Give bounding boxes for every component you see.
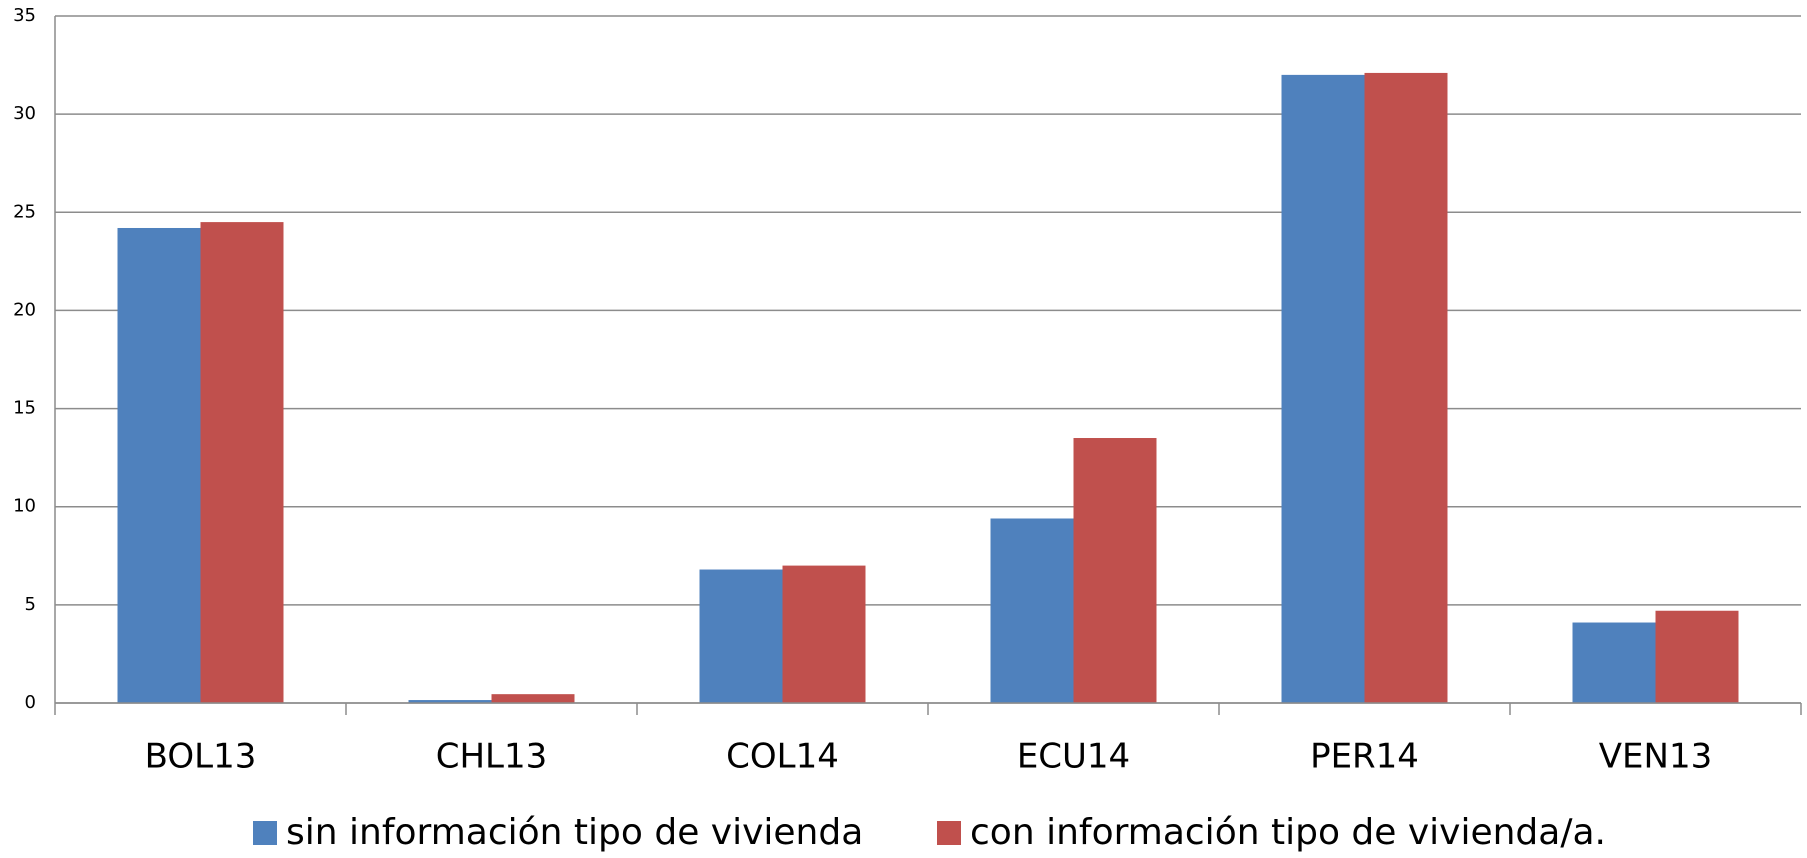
legend-label: con información tipo de vivienda/a.: [970, 812, 1606, 853]
bar: [200, 222, 284, 703]
x-tick-label: CHL13: [436, 737, 548, 777]
y-tick-label: 30: [13, 103, 36, 124]
bar: [1281, 74, 1365, 703]
legend-swatch: [937, 821, 961, 845]
bar: [491, 694, 575, 703]
bar: [1655, 610, 1739, 703]
bar: [1572, 622, 1656, 703]
bar: [408, 700, 492, 703]
x-tick-label: ECU14: [1017, 737, 1130, 777]
bar: [1073, 438, 1157, 703]
x-tick-label: COL14: [726, 737, 839, 777]
y-tick-label: 25: [13, 201, 36, 222]
x-tick-label: PER14: [1310, 737, 1419, 777]
y-tick-label: 5: [25, 594, 36, 615]
bar: [782, 565, 866, 703]
bar: [117, 227, 201, 703]
y-tick-label: 35: [13, 5, 36, 26]
legend-swatch: [253, 821, 277, 845]
x-tick-label: VEN13: [1599, 737, 1712, 777]
y-tick-label: 20: [13, 299, 36, 320]
y-tick-label: 0: [25, 692, 36, 713]
y-tick-label: 10: [13, 496, 36, 517]
y-tick-label: 15: [13, 398, 36, 419]
legend-label: sin información tipo de vivienda: [286, 812, 863, 853]
x-tick-label: BOL13: [145, 737, 257, 777]
bar: [699, 569, 783, 703]
bar: [990, 518, 1074, 703]
bar: [1364, 72, 1448, 704]
